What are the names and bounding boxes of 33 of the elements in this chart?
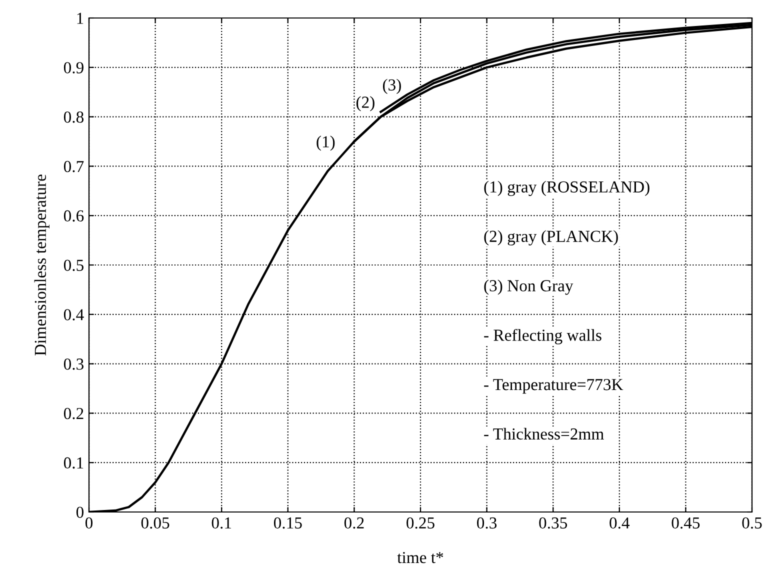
y-tick-label: 0.4 [64,309,84,320]
y-tick-label: 0.3 [64,358,84,370]
x-tick-label: 0.3 [477,517,497,529]
annotation: - Temperature=773K [484,379,624,394]
x-tick-label: 0.25 [406,517,434,529]
x-tick-label: 0.1 [212,517,232,529]
annotation: (2) gray (PLANCK) [484,230,618,246]
y-tick-label: 0.2 [64,408,84,420]
y-tick-label: 0 [76,506,84,518]
y-tick-label: 0.9 [64,62,84,74]
y-axis-title: Dimensionless temperature [34,174,50,356]
x-tick-label: 0.2 [344,517,364,529]
annotation: - Thickness=2mm [484,428,604,440]
y-tick-label: 0.8 [64,112,84,123]
x-tick-label: 0.35 [539,517,568,529]
annotation: (2) [356,96,374,112]
annotation: - Reflecting walls [484,328,602,344]
y-tick-label: 0.6 [64,210,84,222]
annotation: (1) gray (ROSSELAND) [484,180,650,196]
y-tick-label: 1 [77,12,84,24]
x-axis-title: time t* [397,552,444,564]
y-tick-label: 0.5 [64,260,84,272]
annotation: (3) [382,78,401,94]
x-tick-label: 0.15 [274,517,302,529]
y-tick-label: 0.7 [64,160,84,172]
x-tick-label: 0.5 [742,517,762,529]
x-tick-label: 0.05 [141,517,170,529]
x-tick-label: 0 [85,517,93,529]
annotation: (1) [316,136,335,151]
y-tick-label: 0.1 [64,457,84,469]
annotation: (3) Non Gray [484,280,574,295]
x-tick-label: 0.45 [672,517,700,529]
x-tick-label: 0.4 [610,517,630,529]
